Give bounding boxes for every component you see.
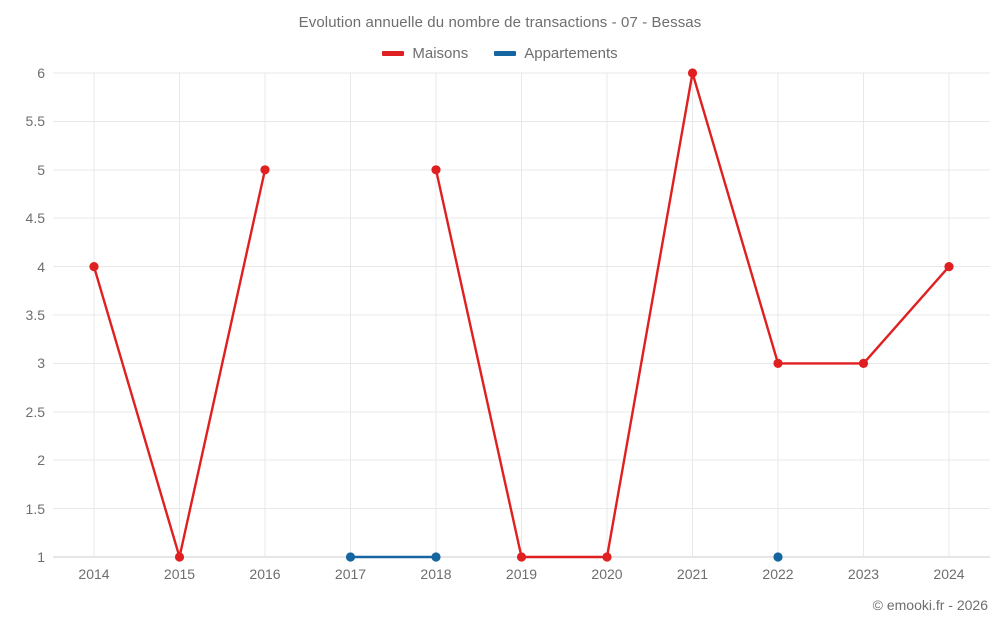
x-tick-label: 2015 bbox=[163, 566, 196, 582]
legend-item-maisons[interactable]: Maisons bbox=[382, 45, 468, 62]
data-point[interactable] bbox=[602, 552, 612, 562]
y-tick-label: 1.5 bbox=[25, 500, 45, 517]
data-point[interactable] bbox=[773, 552, 783, 562]
y-tick-label: 1 bbox=[37, 549, 45, 565]
y-tick-label: 3.5 bbox=[25, 307, 45, 323]
x-axis-tick-labels: 2014 2015 2016 2017 2018 2019 2020 2021 2022 2023… bbox=[53, 566, 990, 588]
data-point[interactable] bbox=[858, 358, 869, 368]
copyright-footer: © emooki.fr - 2026 bbox=[872, 597, 988, 613]
legend-swatch-maisons bbox=[382, 51, 405, 56]
y-tick-label: 5.5 bbox=[25, 113, 45, 130]
data-point[interactable] bbox=[345, 552, 356, 562]
y-tick-label: 3 bbox=[37, 355, 45, 372]
legend-swatch-appartements bbox=[494, 51, 517, 56]
x-tick-label: 2017 bbox=[334, 566, 367, 582]
x-tick-label: 2019 bbox=[505, 566, 538, 582]
legend-label-maisons: Maisons bbox=[412, 45, 469, 62]
y-tick-label: 5 bbox=[37, 161, 45, 178]
x-tick-label: 2014 bbox=[78, 566, 110, 582]
data-series-layer bbox=[89, 68, 954, 562]
x-tick-label: 2020 bbox=[591, 566, 623, 582]
grid-lines bbox=[53, 72, 990, 558]
x-tick-label: 2024 bbox=[933, 566, 965, 582]
y-axis-tick-labels: 1 1.5 2 2.5 3 3.5 4 4.5 5 5.5 6 bbox=[0, 65, 45, 565]
data-point[interactable] bbox=[89, 262, 99, 272]
y-tick-label: 6 bbox=[37, 65, 45, 81]
plot-area bbox=[53, 68, 990, 562]
data-point[interactable] bbox=[174, 552, 185, 562]
data-point[interactable] bbox=[687, 68, 698, 78]
x-tick-label: 2018 bbox=[420, 566, 452, 582]
data-point[interactable] bbox=[516, 552, 527, 562]
chart-legend: Maisons Appartements bbox=[0, 45, 1000, 62]
plot-svg bbox=[53, 68, 990, 562]
y-tick-label: 4.5 bbox=[25, 210, 45, 227]
chart-title: Evolution annuelle du nombre de transact… bbox=[298, 14, 702, 31]
data-point[interactable] bbox=[773, 358, 783, 368]
y-tick-label: 2 bbox=[37, 452, 45, 469]
series-maisons bbox=[89, 68, 954, 562]
data-point[interactable] bbox=[944, 262, 954, 272]
x-tick-label: 2021 bbox=[676, 566, 709, 582]
series-appartements bbox=[345, 552, 783, 562]
y-tick-label: 2.5 bbox=[25, 403, 45, 420]
data-point[interactable] bbox=[260, 165, 270, 175]
data-point[interactable] bbox=[431, 165, 441, 175]
x-tick-label: 2016 bbox=[249, 566, 281, 582]
legend-label-appartements: Appartements bbox=[524, 45, 618, 62]
data-point[interactable] bbox=[431, 552, 441, 562]
legend-item-appartements[interactable]: Appartements bbox=[494, 45, 618, 62]
x-tick-label: 2022 bbox=[762, 566, 794, 582]
x-tick-label: 2023 bbox=[847, 566, 880, 582]
y-tick-label: 4 bbox=[37, 258, 45, 275]
